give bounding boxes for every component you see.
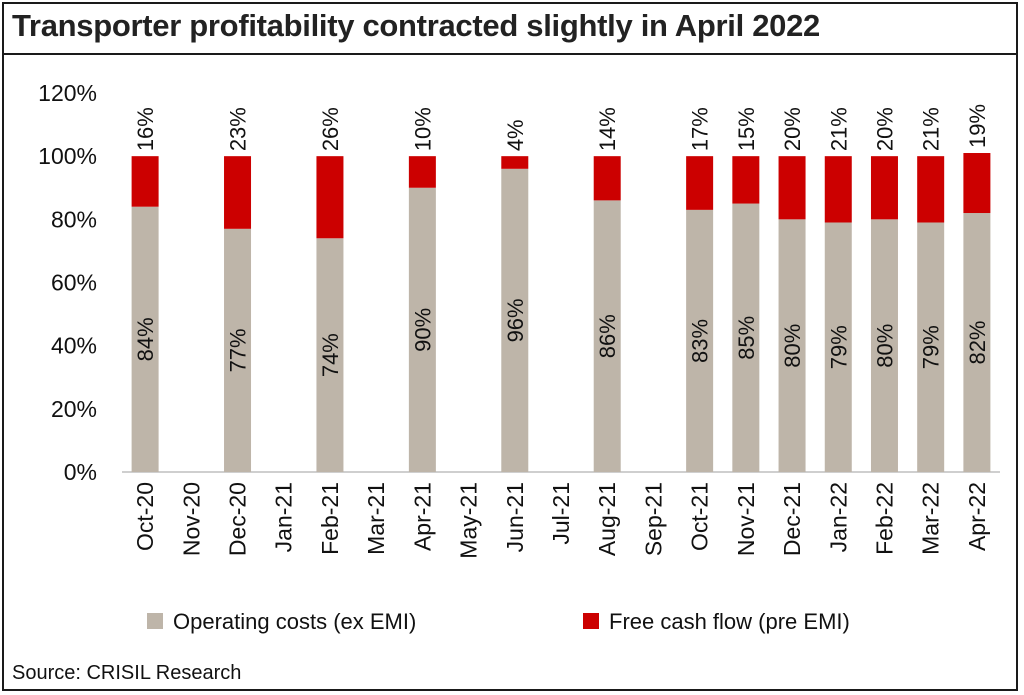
x-tick-label: May-21: [456, 482, 482, 559]
free-cash-flow-bar: [686, 156, 714, 210]
y-tick-label: 80%: [51, 206, 97, 232]
x-tick-label: Jan-22: [825, 482, 851, 552]
operating-cost-bar: [593, 200, 621, 472]
free-cash-flow-label: 21%: [826, 107, 851, 151]
operating-cost-label: 74%: [318, 333, 343, 377]
operating-cost-bar: [870, 219, 898, 472]
free-cash-flow-label: 20%: [780, 107, 805, 151]
x-tick-label: Apr-21: [409, 482, 435, 551]
x-tick-label: Oct-21: [687, 482, 713, 551]
free-cash-flow-label: 15%: [734, 107, 759, 151]
operating-cost-bar: [131, 206, 159, 472]
free-cash-flow-bar: [778, 156, 806, 220]
legend-swatch-operating: [147, 613, 163, 629]
operating-cost-bar: [408, 187, 436, 472]
x-tick-label: Jan-21: [271, 482, 297, 552]
source-note: Source: CRISIL Research: [12, 662, 242, 684]
operating-cost-label: 80%: [872, 324, 897, 368]
x-tick-label: Feb-21: [317, 482, 343, 555]
x-tick-label: Mar-22: [918, 482, 944, 555]
free-cash-flow-bar: [917, 156, 945, 223]
x-tick-label: Feb-22: [871, 482, 897, 555]
free-cash-flow-label: 21%: [919, 107, 944, 151]
free-cash-flow-bar: [501, 156, 529, 169]
free-cash-flow-label: 19%: [965, 104, 990, 148]
x-tick-label: Apr-22: [964, 482, 990, 551]
free-cash-flow-bar: [316, 156, 344, 239]
operating-cost-bar: [686, 209, 714, 472]
x-tick-label: Oct-20: [132, 482, 158, 551]
x-tick-label: Nov-20: [178, 482, 204, 556]
operating-cost-label: 86%: [595, 314, 620, 358]
x-tick-label: Dec-20: [225, 482, 251, 556]
y-tick-label: 120%: [38, 80, 97, 106]
title-divider: [4, 53, 1016, 55]
operating-cost-label: 96%: [503, 298, 528, 342]
y-tick-label: 60%: [51, 270, 97, 296]
operating-cost-label: 80%: [780, 324, 805, 368]
x-tick-label: Aug-21: [594, 482, 620, 556]
free-cash-flow-bar: [732, 156, 760, 204]
free-cash-flow-bar: [870, 156, 898, 220]
operating-cost-bar: [732, 203, 760, 472]
operating-cost-label: 85%: [734, 316, 759, 360]
operating-cost-label: 82%: [965, 320, 990, 364]
operating-cost-bar: [316, 238, 344, 472]
y-tick-label: 100%: [38, 143, 97, 169]
operating-cost-label: 84%: [133, 317, 158, 361]
operating-cost-label: 90%: [410, 308, 435, 352]
operating-cost-bar: [917, 222, 945, 472]
operating-cost-label: 79%: [826, 325, 851, 369]
free-cash-flow-bar: [408, 156, 436, 188]
free-cash-flow-label: 20%: [872, 107, 897, 151]
operating-cost-label: 79%: [919, 325, 944, 369]
free-cash-flow-label: 26%: [318, 107, 343, 151]
operating-cost-label: 77%: [226, 328, 251, 372]
operating-cost-bar: [963, 213, 991, 472]
operating-cost-bar: [824, 222, 852, 472]
free-cash-flow-bar: [224, 156, 252, 229]
legend-label-operating: Operating costs (ex EMI): [173, 609, 416, 634]
x-tick-label: Nov-21: [733, 482, 759, 556]
y-tick-label: 40%: [51, 333, 97, 359]
operating-cost-bar: [224, 228, 252, 472]
y-tick-label: 0%: [64, 459, 97, 485]
x-tick-label: Dec-21: [779, 482, 805, 556]
free-cash-flow-label: 10%: [410, 107, 435, 151]
free-cash-flow-label: 4%: [503, 119, 528, 151]
x-tick-label: Jul-21: [548, 482, 574, 545]
x-tick-label: Jun-21: [502, 482, 528, 552]
free-cash-flow-label: 14%: [595, 107, 620, 151]
free-cash-flow-label: 17%: [688, 107, 713, 151]
free-cash-flow-bar: [824, 156, 852, 223]
x-tick-label: Sep-21: [640, 482, 666, 556]
y-tick-label: 20%: [51, 396, 97, 422]
operating-cost-bar: [778, 219, 806, 472]
free-cash-flow-bar: [593, 156, 621, 201]
operating-cost-bar: [501, 168, 529, 473]
legend-label-free-cash: Free cash flow (pre EMI): [609, 609, 850, 634]
free-cash-flow-label: 16%: [133, 107, 158, 151]
operating-cost-label: 83%: [688, 319, 713, 363]
legend-swatch-free-cash: [583, 613, 599, 629]
free-cash-flow-bar: [963, 153, 991, 214]
free-cash-flow-label: 23%: [226, 107, 251, 151]
free-cash-flow-bar: [131, 156, 159, 207]
chart-title: Transporter profitability contracted sli…: [12, 8, 820, 43]
x-tick-label: Mar-21: [363, 482, 389, 555]
